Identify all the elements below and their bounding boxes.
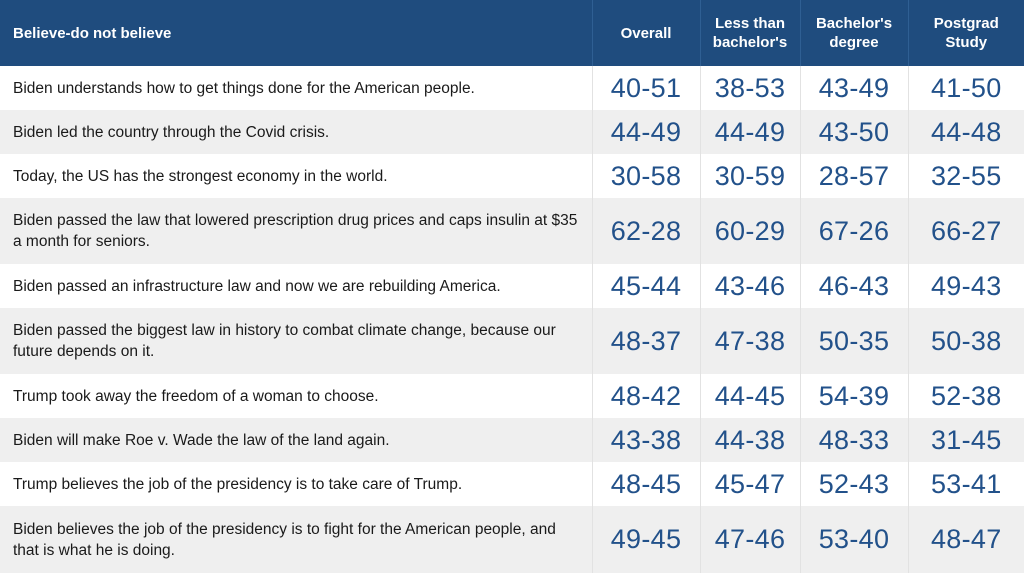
statement-cell: Biden believes the job of the presidency… bbox=[0, 506, 593, 573]
table-header: Believe-do not believe Overall Less than… bbox=[0, 0, 1024, 66]
less-than-bachelors-cell: 38-53 bbox=[700, 66, 801, 110]
table-row: Biden led the country through the Covid … bbox=[0, 110, 1024, 154]
bachelors-cell: 43-49 bbox=[800, 66, 909, 110]
statement-cell: Biden will make Roe v. Wade the law of t… bbox=[0, 418, 593, 462]
bachelors-cell: 53-40 bbox=[800, 506, 909, 573]
statement-cell: Trump took away the freedom of a woman t… bbox=[0, 374, 593, 418]
table-row: Biden will make Roe v. Wade the law of t… bbox=[0, 418, 1024, 462]
statement-cell: Biden led the country through the Covid … bbox=[0, 110, 593, 154]
statement-cell: Biden passed the biggest law in history … bbox=[0, 308, 593, 374]
header-statement: Believe-do not believe bbox=[0, 0, 593, 66]
postgrad-cell: 49-43 bbox=[930, 270, 1002, 301]
less-than-bachelors-cell: 30-59 bbox=[700, 154, 801, 198]
bachelors-cell: 46-43 bbox=[800, 264, 909, 308]
less-than-bachelors-cell: 44-49 bbox=[700, 110, 801, 154]
overall-cell: 40-51 bbox=[592, 66, 701, 110]
postgrad-cell: 50-38 bbox=[930, 325, 1002, 356]
less-than-bachelors-cell: 44-45 bbox=[700, 374, 801, 418]
table-body: Biden understands how to get things done… bbox=[0, 66, 1024, 573]
overall-cell: 48-37 bbox=[592, 308, 701, 374]
statement-cell: Today, the US has the strongest economy … bbox=[0, 154, 593, 198]
overall-cell: 48-45 bbox=[592, 462, 701, 506]
bachelors-cell: 52-43 bbox=[800, 462, 909, 506]
overall-cell: 45-44 bbox=[592, 264, 701, 308]
table-row: Biden passed the law that lowered prescr… bbox=[0, 198, 1024, 264]
table-row: Biden understands how to get things done… bbox=[0, 66, 1024, 110]
overall-cell: 43-38 bbox=[592, 418, 701, 462]
bachelors-cell: 48-33 bbox=[800, 418, 909, 462]
table-row: Trump took away the freedom of a woman t… bbox=[0, 374, 1024, 418]
less-than-bachelors-cell: 47-38 bbox=[700, 308, 801, 374]
less-than-bachelors-cell: 60-29 bbox=[700, 198, 801, 264]
postgrad-cell: 31-45 bbox=[930, 424, 1002, 455]
less-than-bachelors-cell: 47-46 bbox=[700, 506, 801, 573]
postgrad-cell: 41-50 bbox=[930, 72, 1002, 103]
bachelors-cell: 28-57 bbox=[800, 154, 909, 198]
table-row: Biden passed an infrastructure law and n… bbox=[0, 264, 1024, 308]
bachelors-cell: 54-39 bbox=[800, 374, 909, 418]
postgrad-cell: 66-27 bbox=[930, 215, 1002, 246]
overall-cell: 44-49 bbox=[592, 110, 701, 154]
postgrad-cell: 48-47 bbox=[930, 524, 1002, 554]
statement-cell: Biden understands how to get things done… bbox=[0, 66, 593, 110]
bachelors-cell: 67-26 bbox=[800, 198, 909, 264]
header-bachelors-degree: Bachelor's degree bbox=[800, 0, 909, 66]
table-row: Biden believes the job of the presidency… bbox=[0, 506, 1024, 573]
header-less-than-bachelors: Less than bachelor's bbox=[700, 0, 801, 66]
statement-cell: Biden passed the law that lowered prescr… bbox=[0, 198, 593, 264]
postgrad-cell: 52-38 bbox=[930, 380, 1002, 411]
postgrad-cell: 53-41 bbox=[930, 468, 1002, 499]
postgrad-cell: 44-48 bbox=[930, 116, 1002, 147]
statement-cell: Trump believes the job of the presidency… bbox=[0, 462, 593, 506]
less-than-bachelors-cell: 43-46 bbox=[700, 264, 801, 308]
overall-cell: 48-42 bbox=[592, 374, 701, 418]
table-row: Biden passed the biggest law in history … bbox=[0, 308, 1024, 374]
overall-cell: 49-45 bbox=[592, 506, 701, 573]
header-overall: Overall bbox=[592, 0, 701, 66]
overall-cell: 62-28 bbox=[592, 198, 701, 264]
header-postgrad-study: Postgrad Study bbox=[933, 15, 999, 51]
overall-cell: 30-58 bbox=[592, 154, 701, 198]
less-than-bachelors-cell: 45-47 bbox=[700, 462, 801, 506]
table-row: Trump believes the job of the presidency… bbox=[0, 462, 1024, 506]
postgrad-cell: 32-55 bbox=[930, 160, 1002, 191]
bachelors-cell: 50-35 bbox=[800, 308, 909, 374]
statement-cell: Biden passed an infrastructure law and n… bbox=[0, 264, 593, 308]
table-row: Today, the US has the strongest economy … bbox=[0, 154, 1024, 198]
bachelors-cell: 43-50 bbox=[800, 110, 909, 154]
header-row: Believe-do not believe Overall Less than… bbox=[0, 0, 1024, 66]
less-than-bachelors-cell: 44-38 bbox=[700, 418, 801, 462]
